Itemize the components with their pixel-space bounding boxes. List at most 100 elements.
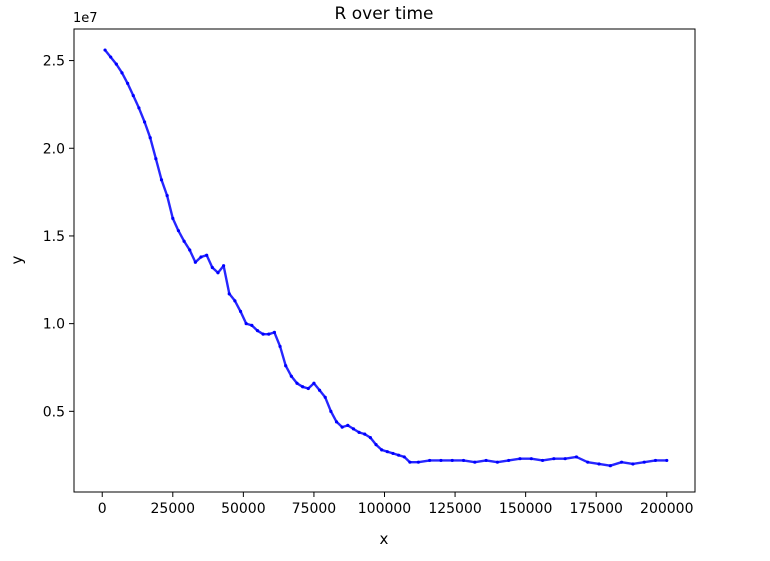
chart-title: R over time bbox=[335, 4, 434, 24]
data-point bbox=[563, 457, 567, 461]
data-point bbox=[363, 432, 367, 436]
data-point bbox=[103, 48, 107, 52]
data-point bbox=[402, 455, 406, 459]
x-tick-label: 175000 bbox=[569, 501, 622, 517]
data-point bbox=[380, 448, 384, 452]
data-point bbox=[159, 178, 164, 182]
x-tick-label: 100000 bbox=[358, 501, 411, 517]
plot-area bbox=[73, 28, 696, 493]
data-point bbox=[131, 94, 135, 98]
data-point bbox=[137, 106, 141, 110]
data-point bbox=[278, 344, 282, 349]
data-point bbox=[250, 323, 254, 327]
data-point bbox=[182, 239, 186, 243]
data-point bbox=[317, 388, 322, 392]
y-tick-label: 1.0 bbox=[43, 317, 65, 333]
x-tick-label: 50000 bbox=[221, 501, 266, 517]
data-point bbox=[374, 443, 378, 447]
y-tick-label: 2.0 bbox=[43, 141, 65, 157]
y-tick-label: 1.5 bbox=[43, 229, 65, 245]
data-point bbox=[484, 458, 488, 463]
data-point bbox=[329, 409, 333, 413]
data-point bbox=[518, 457, 522, 461]
data-point bbox=[126, 81, 130, 85]
data-point bbox=[120, 71, 124, 75]
data-point bbox=[450, 458, 454, 463]
y-axis-label: y bbox=[8, 255, 26, 264]
data-point bbox=[142, 120, 147, 124]
data-point bbox=[227, 292, 231, 296]
y-tick-label: 2.5 bbox=[43, 54, 65, 70]
data-point bbox=[473, 460, 477, 464]
data-point bbox=[439, 458, 443, 463]
data-point bbox=[199, 255, 203, 259]
data-point bbox=[428, 458, 432, 463]
data-point bbox=[608, 464, 612, 468]
data-point bbox=[210, 265, 214, 270]
x-tick-label: 25000 bbox=[151, 501, 196, 517]
data-point bbox=[301, 385, 305, 389]
data-point bbox=[385, 450, 389, 454]
x-tick-label: 200000 bbox=[640, 501, 693, 517]
data-point bbox=[416, 460, 420, 464]
data-point bbox=[148, 136, 152, 140]
data-point bbox=[507, 458, 511, 463]
x-tick-label: 75000 bbox=[292, 501, 337, 517]
y-axis: 0.5 1.0 1.5 2.0 2.5 bbox=[43, 54, 74, 420]
data-point bbox=[408, 460, 412, 464]
data-point bbox=[597, 462, 601, 466]
data-point bbox=[284, 364, 288, 368]
data-point bbox=[540, 458, 545, 463]
x-axis: 0 25000 50000 75000 100000 125000 150000 175000… bbox=[98, 492, 693, 517]
data-point bbox=[340, 425, 344, 429]
data-point bbox=[154, 157, 158, 161]
data-point bbox=[289, 374, 293, 378]
data-point bbox=[642, 460, 646, 464]
data-point bbox=[368, 436, 372, 440]
data-point bbox=[233, 299, 237, 303]
data-point bbox=[552, 457, 556, 461]
data-point bbox=[631, 462, 635, 466]
data-point bbox=[495, 460, 500, 464]
data-point bbox=[261, 332, 265, 336]
data-point bbox=[267, 332, 271, 336]
data-point bbox=[188, 248, 192, 252]
data-point bbox=[323, 395, 327, 399]
data-point bbox=[222, 264, 226, 268]
y-tick-label: 0.5 bbox=[43, 404, 65, 420]
data-point bbox=[193, 260, 197, 264]
data-point bbox=[653, 458, 658, 463]
data-point bbox=[397, 453, 401, 457]
data-point bbox=[351, 427, 356, 431]
data-point bbox=[176, 229, 181, 233]
data-point bbox=[334, 420, 339, 424]
data-point bbox=[171, 216, 175, 221]
data-point bbox=[620, 460, 624, 464]
data-point bbox=[295, 381, 299, 385]
data-point bbox=[109, 55, 113, 59]
data-point bbox=[205, 253, 209, 257]
data-point bbox=[272, 330, 277, 335]
y-offset-label: 1e7 bbox=[73, 11, 98, 26]
data-point bbox=[306, 386, 310, 391]
data-point bbox=[665, 458, 669, 463]
data-point bbox=[586, 460, 590, 464]
data-point bbox=[165, 194, 169, 198]
x-axis-label: x bbox=[380, 530, 389, 548]
data-point bbox=[461, 458, 466, 463]
data-point bbox=[238, 309, 243, 313]
data-point bbox=[346, 423, 350, 427]
x-tick-label: 0 bbox=[98, 501, 107, 517]
data-point bbox=[529, 457, 533, 461]
data-point bbox=[216, 271, 220, 275]
data-point bbox=[357, 430, 361, 434]
data-point bbox=[312, 381, 316, 385]
data-point bbox=[391, 451, 395, 456]
x-tick-label: 125000 bbox=[428, 501, 481, 517]
series-points bbox=[103, 48, 669, 468]
series-line bbox=[104, 49, 667, 467]
x-tick-label: 150000 bbox=[499, 501, 552, 517]
data-point bbox=[255, 329, 260, 333]
data-point bbox=[244, 322, 248, 326]
